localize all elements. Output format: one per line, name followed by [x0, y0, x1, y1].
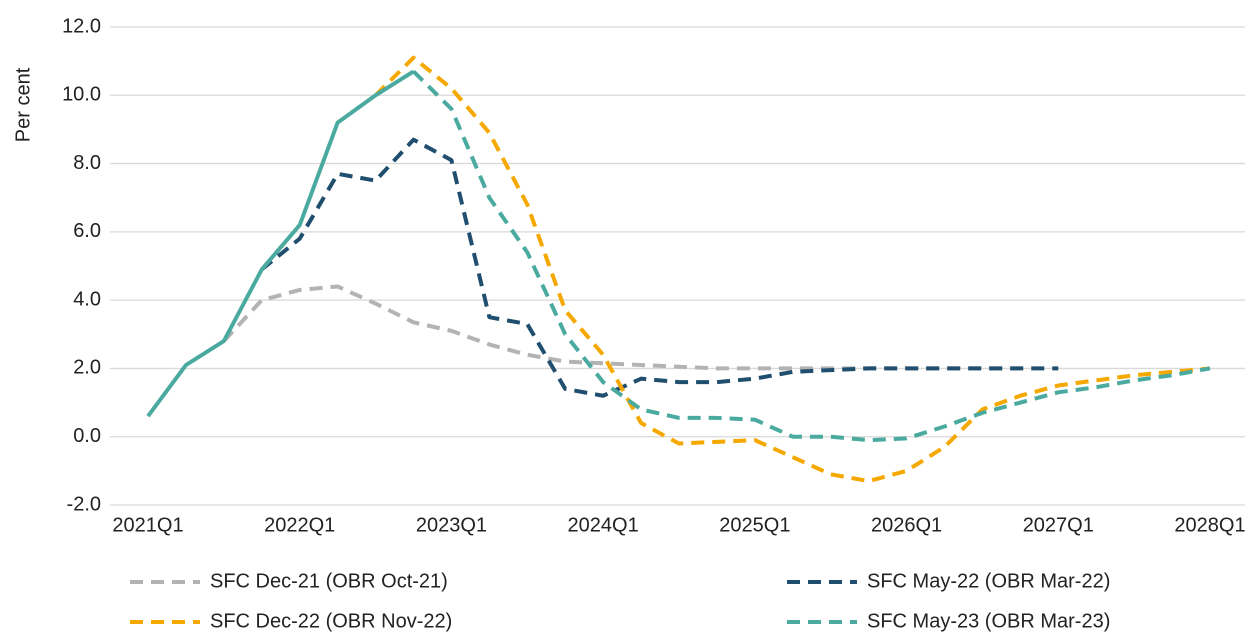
- legend-label: SFC Dec-21 (OBR Oct-21): [210, 570, 448, 592]
- legend-label: SFC May-23 (OBR Mar-23): [867, 610, 1110, 632]
- x-tick-label: 2028Q1: [1174, 514, 1245, 536]
- y-axis-label: Per cent: [12, 67, 34, 142]
- series-line: [222, 284, 1021, 371]
- x-tick-label: 2027Q1: [1023, 514, 1094, 536]
- x-tick-label: 2026Q1: [871, 514, 942, 536]
- x-tick-label: 2022Q1: [264, 514, 335, 536]
- y-tick-label: 4.0: [73, 288, 101, 310]
- y-tick-label: 10.0: [62, 84, 101, 106]
- x-tick-label: 2023Q1: [416, 514, 487, 536]
- x-tick-label: 2024Q1: [568, 514, 639, 536]
- y-tick-label: 2.0: [73, 357, 101, 379]
- series-line: [374, 55, 1211, 484]
- series-line: [412, 69, 1211, 443]
- x-tick-label: 2021Q1: [112, 514, 183, 536]
- y-tick-label: -2.0: [67, 493, 101, 515]
- y-tick-label: 6.0: [73, 220, 101, 242]
- y-tick-label: 12.0: [62, 15, 101, 37]
- series-line: [146, 69, 415, 418]
- y-tick-label: 0.0: [73, 425, 101, 447]
- legend-label: SFC May-22 (OBR Mar-22): [867, 570, 1110, 592]
- y-tick-label: 8.0: [73, 152, 101, 174]
- series-line: [260, 137, 1059, 398]
- legend-label: SFC Dec-22 (OBR Nov-22): [210, 610, 452, 632]
- x-tick-label: 2025Q1: [719, 514, 790, 536]
